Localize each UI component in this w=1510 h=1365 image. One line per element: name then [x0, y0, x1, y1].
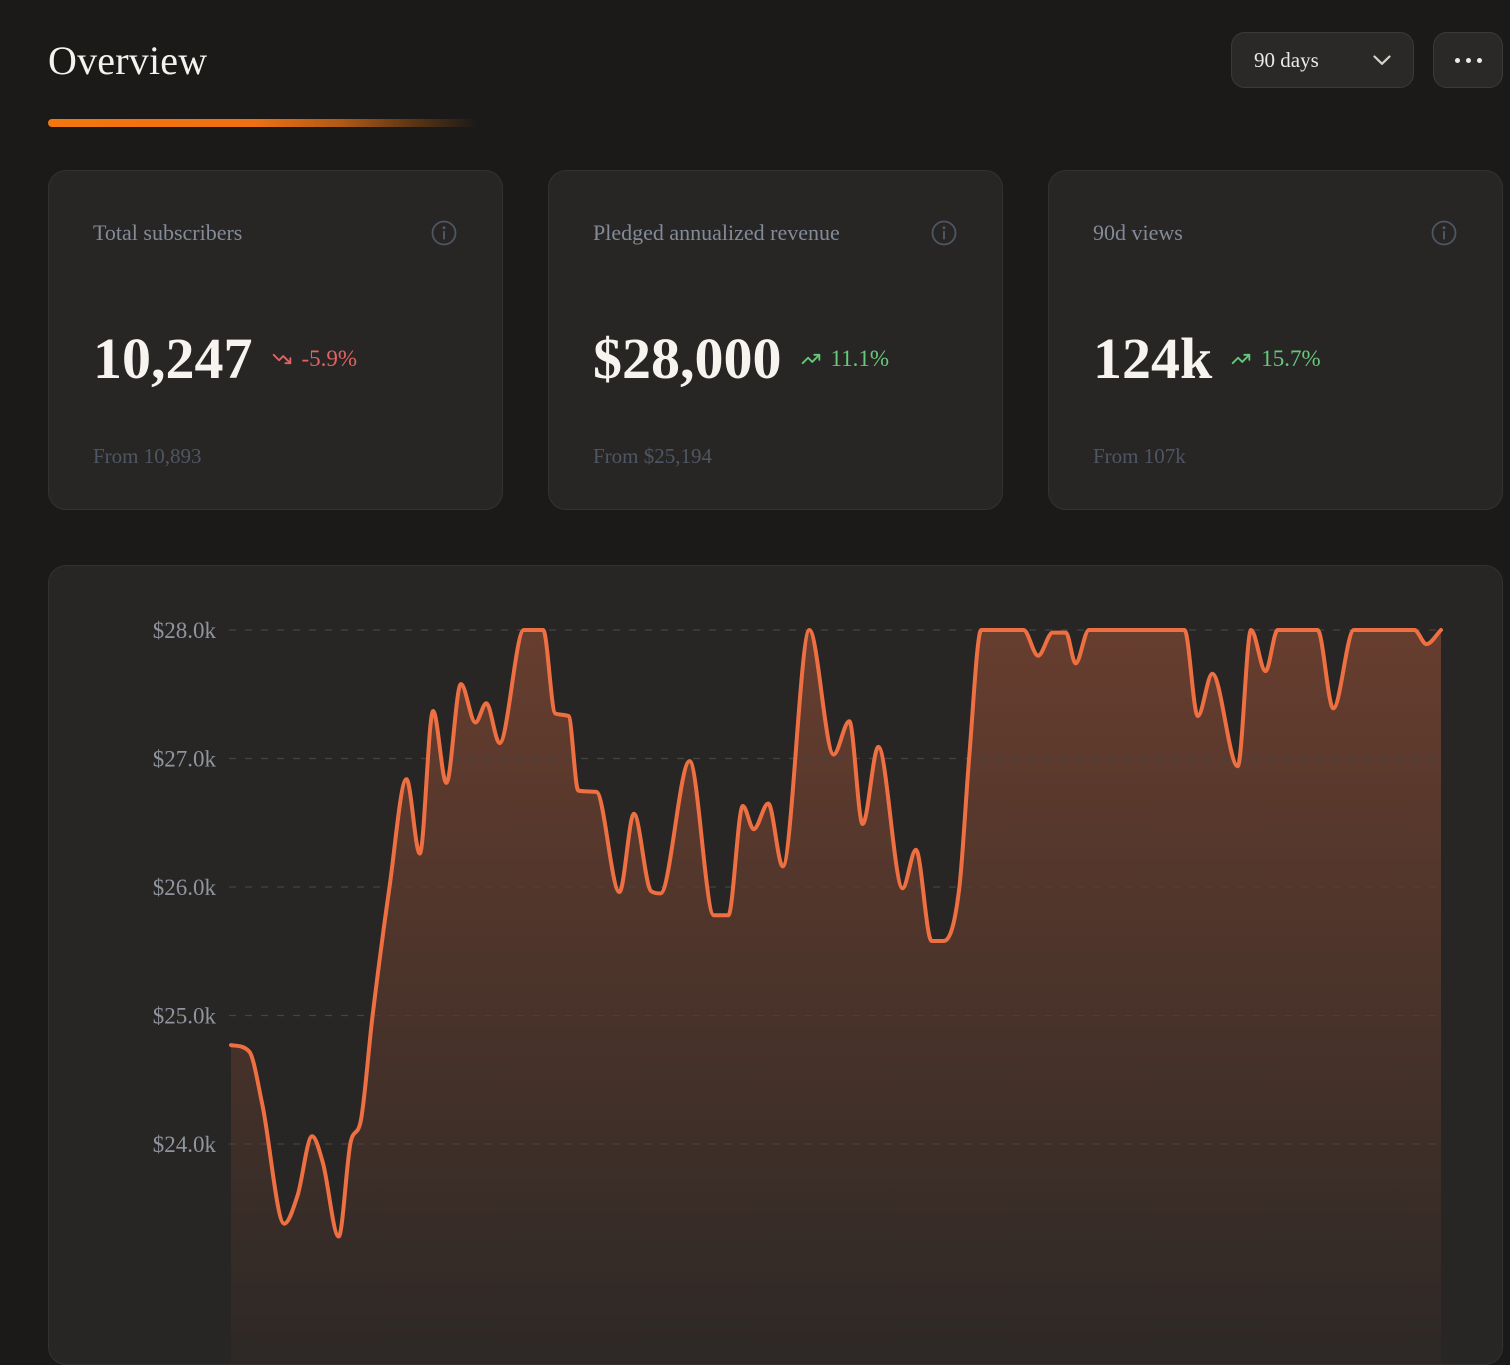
- stat-value: $28,000: [593, 326, 782, 391]
- stat-title: Total subscribers: [93, 220, 243, 245]
- stat-card-pledged-revenue: Pledged annualized revenue $28,000 11.1%…: [548, 170, 1003, 510]
- stats-row: Total subscribers 10,247 -5.9% From 10,8…: [48, 170, 1503, 510]
- info-icon[interactable]: [930, 219, 958, 247]
- date-range-dropdown[interactable]: 90 days: [1231, 32, 1414, 88]
- y-axis-label: $25.0k: [153, 1004, 217, 1029]
- stat-footnote: From 10,893: [93, 444, 202, 468]
- y-axis-label: $27.0k: [153, 747, 217, 772]
- chevron-down-icon: [1373, 54, 1391, 65]
- stat-value: 10,247: [93, 326, 253, 391]
- trending-down-icon: [272, 353, 291, 364]
- y-axis-label: $28.0k: [153, 618, 217, 643]
- page-header: Overview 90 days: [48, 32, 1503, 88]
- revenue-area-chart[interactable]: $28.0k $27.0k $26.0k $25.0k $24.0k: [49, 566, 1502, 1364]
- stat-trend-value: 11.1%: [830, 345, 890, 371]
- y-axis-label: $24.0k: [153, 1132, 217, 1157]
- more-options-button[interactable]: [1433, 32, 1503, 88]
- stat-trend-value: 15.7%: [1261, 345, 1321, 371]
- stat-footnote: From $25,194: [593, 444, 713, 468]
- ellipsis-icon: [1454, 57, 1482, 63]
- stat-card-90d-views: 90d views 124k 15.7% From 107k: [1048, 170, 1503, 510]
- header-actions: 90 days: [1231, 32, 1503, 88]
- stat-trend: 11.1%: [800, 345, 890, 372]
- chart-area-fill: [231, 630, 1441, 1364]
- overview-page: Overview 90 days Total subscribers: [48, 32, 1503, 1365]
- trending-up-icon: [1232, 353, 1251, 364]
- info-icon[interactable]: [1430, 219, 1458, 247]
- title-accent-bar: [48, 119, 478, 127]
- stat-trend-value: -5.9%: [301, 345, 358, 371]
- date-range-value: 90 days: [1254, 47, 1319, 72]
- info-icon[interactable]: [430, 219, 458, 247]
- stat-trend: 15.7%: [1230, 345, 1321, 372]
- trending-up-icon: [801, 353, 820, 364]
- page-title: Overview: [48, 37, 208, 83]
- stat-title: 90d views: [1093, 220, 1183, 245]
- chart-line: [229, 628, 1443, 1239]
- stat-trend: -5.9%: [271, 345, 358, 372]
- revenue-chart-card: $28.0k $27.0k $26.0k $25.0k $24.0k: [48, 565, 1503, 1365]
- stat-card-total-subscribers: Total subscribers 10,247 -5.9% From 10,8…: [48, 170, 503, 510]
- y-axis-label: $26.0k: [153, 875, 217, 900]
- stat-title: Pledged annualized revenue: [593, 220, 840, 245]
- stat-value: 124k: [1093, 326, 1213, 391]
- stat-footnote: From 107k: [1093, 444, 1186, 468]
